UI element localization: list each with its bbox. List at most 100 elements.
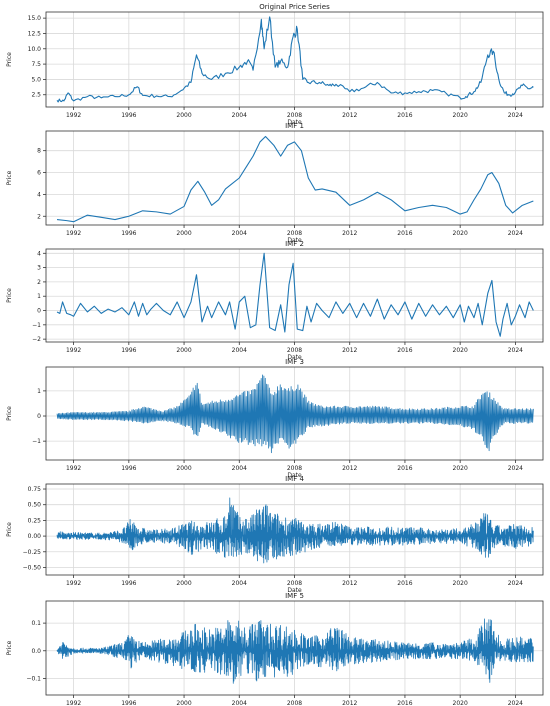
- x-tick-label: 1996: [121, 347, 136, 354]
- y-tick-label: 5.0: [31, 76, 41, 83]
- x-tick-label: 2020: [453, 465, 468, 472]
- y-tick-label: 7.5: [31, 61, 41, 68]
- x-tick-label: 2004: [232, 700, 247, 706]
- y-tick-label: 8: [37, 148, 41, 155]
- series-line: [56, 135, 534, 223]
- y-axis-label: Price: [6, 170, 13, 185]
- x-tick-label: 2000: [176, 347, 191, 354]
- x-tick-label: 2012: [342, 700, 357, 706]
- x-tick-label: 2008: [287, 580, 302, 587]
- series-line: [56, 497, 534, 564]
- y-axis-label: Price: [6, 640, 13, 655]
- series-line: [56, 16, 534, 103]
- series-line: [56, 374, 534, 454]
- y-tick-label: 4: [37, 250, 41, 257]
- x-tick-label: 2016: [397, 112, 412, 119]
- x-tick-label: 2016: [397, 700, 412, 706]
- x-tick-label: 2024: [508, 112, 523, 119]
- chart-title: IMF 1: [285, 122, 304, 130]
- x-tick-label: 2008: [287, 347, 302, 354]
- y-tick-label: 0.75: [28, 486, 42, 493]
- y-tick-label: 2.5: [31, 92, 41, 99]
- y-tick-label: 6: [37, 170, 41, 177]
- y-tick-label: 0.1: [31, 620, 41, 627]
- panel-3: 1992 1996 2000 2004 2008 2012 2016 2020 2024 −2 −1…: [6, 240, 544, 361]
- y-tick-label: 12.5: [28, 30, 42, 37]
- x-tick-label: 2016: [397, 230, 412, 237]
- y-tick-label: −0.25: [23, 549, 42, 556]
- x-tick-label: 1992: [66, 230, 81, 237]
- x-tick-label: 2012: [342, 230, 357, 237]
- y-tick-label: 10.0: [28, 46, 42, 53]
- y-tick-label: 0: [37, 413, 41, 420]
- x-tick-label: 2000: [176, 230, 191, 237]
- y-axis-label: Price: [6, 522, 13, 537]
- y-tick-label: 1: [37, 293, 41, 300]
- x-axis-label: Date: [287, 354, 302, 361]
- panel-4: 1992 1996 2000 2004 2008 2012 2016 2020 2024 −1 0 1…: [6, 358, 544, 479]
- x-tick-label: 2008: [287, 112, 302, 119]
- y-tick-label: 1: [37, 388, 41, 395]
- x-tick-label: 2012: [342, 465, 357, 472]
- x-tick-label: 1996: [121, 465, 136, 472]
- series-line: [56, 252, 534, 337]
- x-tick-label: 2004: [232, 230, 247, 237]
- x-tick-label: 1996: [121, 580, 136, 587]
- x-axis-label: Date: [287, 587, 302, 594]
- x-tick-label: 2008: [287, 465, 302, 472]
- x-tick-label: 2004: [232, 580, 247, 587]
- x-tick-label: 2000: [176, 700, 191, 706]
- y-tick-label: 2: [37, 279, 41, 286]
- chart-title: IMF 3: [285, 358, 304, 366]
- x-tick-label: 1992: [66, 347, 81, 354]
- y-tick-label: −1: [32, 438, 41, 445]
- x-tick-label: 2024: [508, 347, 523, 354]
- series-line: [56, 618, 534, 684]
- x-tick-label: 2016: [397, 580, 412, 587]
- x-tick-label: 1992: [66, 580, 81, 587]
- x-tick-label: 2016: [397, 465, 412, 472]
- x-tick-label: 2012: [342, 347, 357, 354]
- y-tick-label: −0.1: [26, 675, 41, 682]
- chart-title: IMF 4: [285, 475, 304, 483]
- y-axis-label: Price: [6, 52, 13, 67]
- chart-title: IMF 2: [285, 240, 304, 248]
- panel-6: 1992 1996 2000 2004 2008 2012 2016 2020 2024 −0.1…: [6, 592, 544, 706]
- y-tick-label: 2: [37, 213, 41, 220]
- x-tick-label: 2020: [453, 112, 468, 119]
- x-axis-label: Date: [287, 237, 302, 244]
- x-tick-label: 1992: [66, 465, 81, 472]
- x-tick-label: 2004: [232, 465, 247, 472]
- x-tick-label: 2020: [453, 347, 468, 354]
- y-tick-label: −1: [32, 322, 41, 329]
- x-tick-label: 1992: [66, 112, 81, 119]
- x-tick-label: 2024: [508, 700, 523, 706]
- y-tick-label: −2: [32, 336, 41, 343]
- y-tick-label: 0.0: [31, 648, 41, 655]
- x-tick-label: 2008: [287, 230, 302, 237]
- x-tick-label: 1996: [121, 230, 136, 237]
- x-tick-label: 2024: [508, 465, 523, 472]
- x-tick-label: 2008: [287, 700, 302, 706]
- y-tick-label: −0.50: [23, 564, 42, 571]
- y-tick-label: 0.50: [28, 502, 42, 509]
- y-tick-label: 3: [37, 265, 41, 272]
- x-tick-label: 1996: [121, 112, 136, 119]
- chart-title: IMF 5: [285, 592, 304, 600]
- panel-5: 1992 1996 2000 2004 2008 2012 2016 2020 2024 −0.5…: [6, 475, 544, 594]
- x-tick-label: 2024: [508, 230, 523, 237]
- x-tick-label: 2016: [397, 347, 412, 354]
- x-tick-label: 2012: [342, 580, 357, 587]
- y-tick-label: 0.25: [28, 517, 42, 524]
- x-tick-label: 2000: [176, 580, 191, 587]
- panel-2: 1992 1996 2000 2004 2008 2012 2016 2020 2024 2 4 6 8…: [6, 122, 544, 244]
- x-tick-label: 2012: [342, 112, 357, 119]
- y-tick-label: 4: [37, 191, 41, 198]
- y-tick-label: 15.0: [28, 15, 42, 22]
- x-tick-label: 2000: [176, 465, 191, 472]
- y-tick-label: 0.00: [28, 533, 42, 540]
- y-tick-label: 0: [37, 308, 41, 315]
- y-axis-label: Price: [6, 406, 13, 421]
- x-tick-label: 2004: [232, 112, 247, 119]
